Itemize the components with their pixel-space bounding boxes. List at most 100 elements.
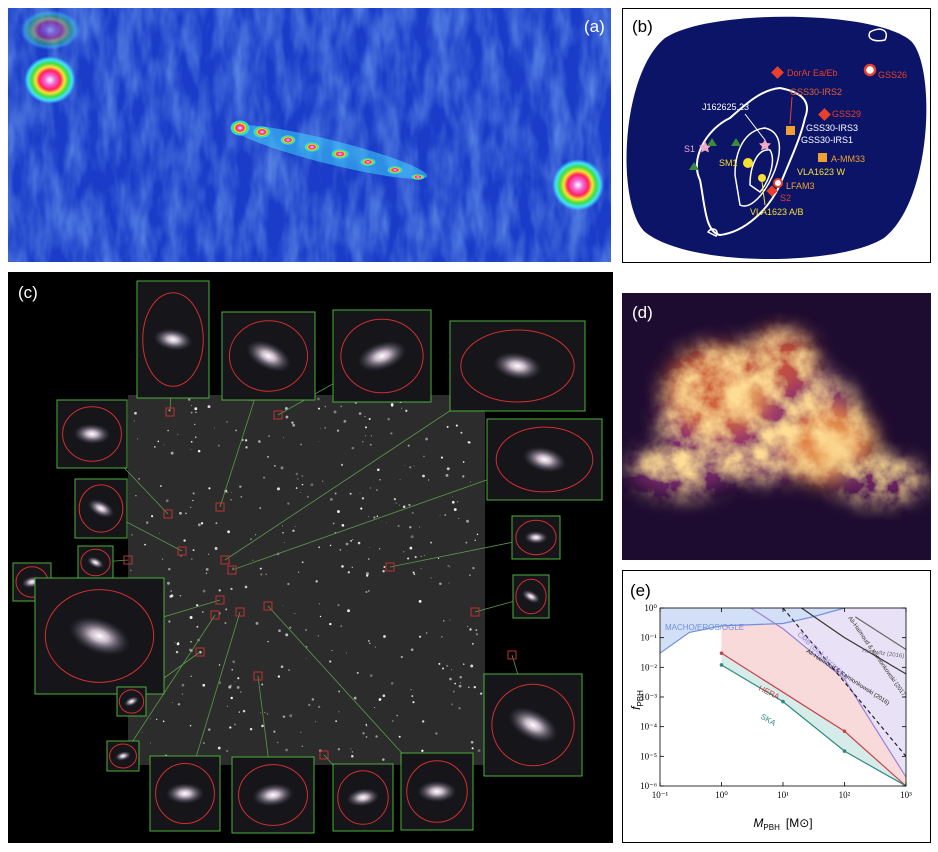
y-axis-label: fPBH	[629, 690, 645, 710]
galaxy	[417, 780, 457, 803]
knot	[387, 166, 403, 174]
star	[276, 741, 279, 744]
star	[448, 582, 450, 584]
galaxy	[73, 423, 111, 445]
galaxy-contour	[515, 519, 557, 556]
series-point	[719, 663, 724, 667]
star	[301, 745, 303, 747]
star	[261, 724, 264, 728]
star	[359, 492, 361, 494]
y-tick-label: 10⁻³	[641, 692, 658, 702]
star	[440, 456, 443, 459]
star	[282, 525, 283, 527]
star	[311, 698, 315, 701]
star	[391, 404, 394, 407]
star	[476, 533, 479, 536]
star	[365, 736, 368, 738]
star	[400, 655, 403, 659]
star	[369, 443, 372, 446]
star	[443, 620, 445, 622]
star	[190, 440, 193, 443]
star	[472, 566, 475, 570]
star	[170, 451, 174, 455]
star	[174, 642, 176, 644]
star	[190, 405, 192, 406]
star	[189, 616, 193, 619]
star	[453, 508, 457, 512]
star	[333, 410, 337, 414]
knot	[304, 142, 320, 152]
star	[351, 751, 354, 753]
pointer	[789, 96, 793, 125]
star	[451, 703, 454, 706]
star	[341, 565, 344, 568]
target-box	[215, 502, 225, 512]
star	[408, 503, 411, 507]
star	[202, 589, 206, 593]
galaxy-contour	[62, 406, 122, 462]
target-box	[235, 607, 245, 617]
star	[317, 407, 321, 410]
marker	[759, 139, 771, 151]
star	[338, 710, 340, 713]
star	[280, 665, 284, 669]
galaxy	[252, 783, 294, 807]
star	[134, 411, 137, 415]
target-box	[253, 671, 263, 681]
source-label: GSS26	[878, 70, 907, 80]
star	[428, 479, 430, 481]
star	[418, 599, 422, 603]
star	[469, 574, 471, 576]
star	[213, 427, 215, 429]
series-point	[719, 651, 724, 655]
star	[337, 603, 340, 607]
galaxy-contour	[515, 578, 547, 615]
target-box	[319, 750, 329, 760]
star	[192, 549, 195, 552]
star	[179, 511, 182, 515]
star	[347, 609, 350, 613]
star	[335, 720, 337, 722]
star	[423, 455, 425, 457]
star	[393, 497, 397, 501]
star	[169, 595, 173, 598]
target-box	[215, 595, 225, 605]
target-box	[195, 647, 205, 657]
star	[171, 595, 173, 597]
star	[245, 446, 248, 449]
star	[278, 629, 281, 633]
star	[284, 407, 288, 410]
star	[287, 668, 291, 672]
galaxy	[87, 499, 115, 518]
star	[376, 468, 380, 472]
star	[207, 405, 211, 409]
plot-area	[660, 608, 906, 786]
star	[129, 569, 132, 572]
star	[450, 669, 452, 671]
star	[199, 650, 202, 654]
star	[445, 473, 449, 477]
star	[410, 535, 414, 539]
star	[225, 608, 228, 611]
target-box	[210, 610, 220, 620]
star	[369, 674, 373, 678]
marker	[743, 158, 753, 168]
galaxy-contour	[228, 320, 309, 392]
star	[413, 465, 415, 467]
star	[237, 677, 240, 680]
nebula-part	[820, 436, 850, 464]
contour	[868, 28, 887, 42]
galaxy-contour	[406, 760, 468, 823]
star	[175, 650, 179, 654]
star	[466, 519, 469, 523]
star	[467, 441, 470, 444]
source-label: J162625.23	[702, 102, 749, 112]
y-label-symbol: f	[629, 705, 643, 710]
star	[317, 635, 319, 637]
star	[259, 567, 262, 570]
star	[352, 538, 354, 541]
panel-a: (a)	[8, 8, 611, 262]
star	[230, 587, 233, 591]
star	[449, 619, 451, 621]
